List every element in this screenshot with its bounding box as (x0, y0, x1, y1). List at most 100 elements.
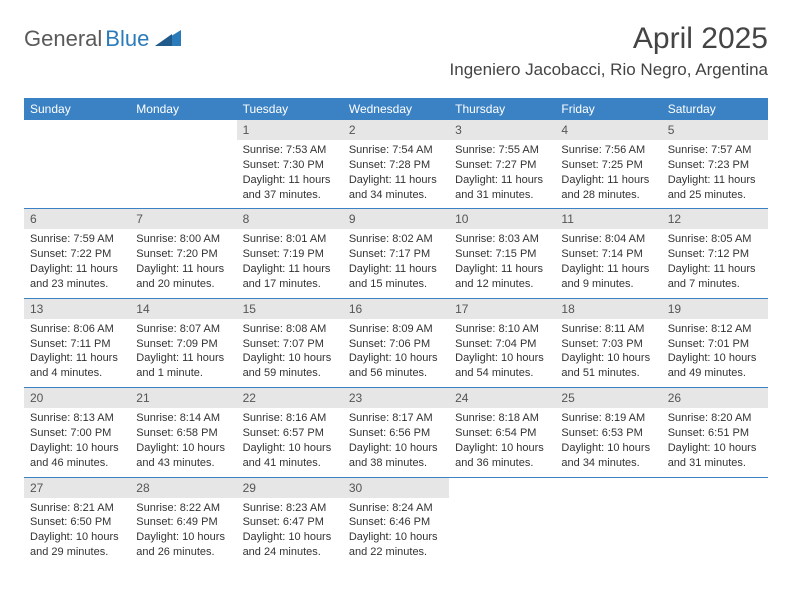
day-content: Sunrise: 8:08 AMSunset: 7:07 PMDaylight:… (237, 319, 343, 387)
day-content: Sunrise: 7:53 AMSunset: 7:30 PMDaylight:… (237, 140, 343, 208)
day-content: Sunrise: 7:54 AMSunset: 7:28 PMDaylight:… (343, 140, 449, 208)
day-number: 8 (237, 209, 343, 229)
daylight-text: Daylight: 11 hours and 31 minutes. (455, 173, 549, 203)
sunset-text: Sunset: 7:19 PM (243, 247, 337, 262)
day-number: 30 (343, 478, 449, 498)
weekday-header-row: Sunday Monday Tuesday Wednesday Thursday… (24, 98, 768, 120)
day-content: Sunrise: 8:14 AMSunset: 6:58 PMDaylight:… (130, 408, 236, 476)
day-number: 26 (662, 388, 768, 408)
month-title: April 2025 (450, 22, 768, 56)
day-content: Sunrise: 8:22 AMSunset: 6:49 PMDaylight:… (130, 498, 236, 566)
daylight-text: Daylight: 10 hours and 54 minutes. (455, 351, 549, 381)
day-number: 5 (662, 120, 768, 140)
sunrise-text: Sunrise: 8:09 AM (349, 322, 443, 337)
daylight-text: Daylight: 11 hours and 7 minutes. (668, 262, 762, 292)
sunrise-text: Sunrise: 8:07 AM (136, 322, 230, 337)
daylight-text: Daylight: 11 hours and 28 minutes. (561, 173, 655, 203)
sunrise-text: Sunrise: 8:08 AM (243, 322, 337, 337)
sunrise-text: Sunrise: 8:11 AM (561, 322, 655, 337)
day-number: 10 (449, 209, 555, 229)
daylight-text: Daylight: 10 hours and 26 minutes. (136, 530, 230, 560)
sunrise-text: Sunrise: 8:18 AM (455, 411, 549, 426)
sunrise-text: Sunrise: 7:55 AM (455, 143, 549, 158)
day-number: 22 (237, 388, 343, 408)
day-content: Sunrise: 7:59 AMSunset: 7:22 PMDaylight:… (24, 229, 130, 297)
day-content: Sunrise: 8:16 AMSunset: 6:57 PMDaylight:… (237, 408, 343, 476)
day-number: 15 (237, 299, 343, 319)
sunrise-text: Sunrise: 8:20 AM (668, 411, 762, 426)
calendar-day-cell: 5 Sunrise: 7:57 AMSunset: 7:23 PMDaylight… (662, 120, 768, 209)
sunset-text: Sunset: 7:07 PM (243, 337, 337, 352)
daylight-text: Daylight: 10 hours and 59 minutes. (243, 351, 337, 381)
day-content: Sunrise: 8:02 AMSunset: 7:17 PMDaylight:… (343, 229, 449, 297)
sunset-text: Sunset: 6:51 PM (668, 426, 762, 441)
day-number: 23 (343, 388, 449, 408)
daylight-text: Daylight: 11 hours and 15 minutes. (349, 262, 443, 292)
sunrise-text: Sunrise: 8:22 AM (136, 501, 230, 516)
sunrise-text: Sunrise: 8:14 AM (136, 411, 230, 426)
calendar-day-cell (130, 120, 236, 209)
sunset-text: Sunset: 7:11 PM (30, 337, 124, 352)
calendar-day-cell: 16Sunrise: 8:09 AMSunset: 7:06 PMDayligh… (343, 298, 449, 387)
day-content: Sunrise: 8:06 AMSunset: 7:11 PMDaylight:… (24, 319, 130, 387)
sunset-text: Sunset: 7:28 PM (349, 158, 443, 173)
sunset-text: Sunset: 7:09 PM (136, 337, 230, 352)
day-number: 20 (24, 388, 130, 408)
daylight-text: Daylight: 10 hours and 34 minutes. (561, 441, 655, 471)
sunset-text: Sunset: 7:04 PM (455, 337, 549, 352)
calendar-week-row: 20Sunrise: 8:13 AMSunset: 7:00 PMDayligh… (24, 388, 768, 477)
daylight-text: Daylight: 10 hours and 24 minutes. (243, 530, 337, 560)
daylight-text: Daylight: 10 hours and 29 minutes. (30, 530, 124, 560)
sunset-text: Sunset: 7:03 PM (561, 337, 655, 352)
calendar-day-cell: 9Sunrise: 8:02 AMSunset: 7:17 PMDaylight… (343, 209, 449, 298)
calendar-day-cell: 12Sunrise: 8:05 AMSunset: 7:12 PMDayligh… (662, 209, 768, 298)
day-content: Sunrise: 8:23 AMSunset: 6:47 PMDaylight:… (237, 498, 343, 566)
day-number: 11 (555, 209, 661, 229)
location-text: Ingeniero Jacobacci, Rio Negro, Argentin… (450, 60, 768, 80)
daylight-text: Daylight: 11 hours and 12 minutes. (455, 262, 549, 292)
sunset-text: Sunset: 6:50 PM (30, 515, 124, 530)
calendar-day-cell: 29Sunrise: 8:23 AMSunset: 6:47 PMDayligh… (237, 477, 343, 566)
day-number: 4 (555, 120, 661, 140)
calendar-day-cell: 23Sunrise: 8:17 AMSunset: 6:56 PMDayligh… (343, 388, 449, 477)
calendar-table: Sunday Monday Tuesday Wednesday Thursday… (24, 98, 768, 566)
daylight-text: Daylight: 11 hours and 25 minutes. (668, 173, 762, 203)
day-number: 24 (449, 388, 555, 408)
sunset-text: Sunset: 7:27 PM (455, 158, 549, 173)
day-number: 2 (343, 120, 449, 140)
calendar-day-cell: 26Sunrise: 8:20 AMSunset: 6:51 PMDayligh… (662, 388, 768, 477)
day-content: Sunrise: 8:01 AMSunset: 7:19 PMDaylight:… (237, 229, 343, 297)
calendar-day-cell: 21Sunrise: 8:14 AMSunset: 6:58 PMDayligh… (130, 388, 236, 477)
day-number: 6 (24, 209, 130, 229)
day-number: 16 (343, 299, 449, 319)
day-content: Sunrise: 8:21 AMSunset: 6:50 PMDaylight:… (24, 498, 130, 566)
daylight-text: Daylight: 11 hours and 23 minutes. (30, 262, 124, 292)
daylight-text: Daylight: 10 hours and 46 minutes. (30, 441, 124, 471)
calendar-week-row: 13Sunrise: 8:06 AMSunset: 7:11 PMDayligh… (24, 298, 768, 387)
day-content: Sunrise: 8:07 AMSunset: 7:09 PMDaylight:… (130, 319, 236, 387)
weekday-header: Thursday (449, 98, 555, 120)
day-content: Sunrise: 7:56 AMSunset: 7:25 PMDaylight:… (555, 140, 661, 208)
day-number: 12 (662, 209, 768, 229)
day-content: Sunrise: 8:05 AMSunset: 7:12 PMDaylight:… (662, 229, 768, 297)
sunset-text: Sunset: 7:23 PM (668, 158, 762, 173)
day-number: 19 (662, 299, 768, 319)
sunrise-text: Sunrise: 8:13 AM (30, 411, 124, 426)
brand-part2: Blue (105, 26, 149, 52)
weekday-header: Saturday (662, 98, 768, 120)
calendar-day-cell (24, 120, 130, 209)
day-content: Sunrise: 8:04 AMSunset: 7:14 PMDaylight:… (555, 229, 661, 297)
sunset-text: Sunset: 7:30 PM (243, 158, 337, 173)
daylight-text: Daylight: 11 hours and 20 minutes. (136, 262, 230, 292)
sunrise-text: Sunrise: 7:57 AM (668, 143, 762, 158)
brand-part1: General (24, 26, 102, 52)
day-number: 14 (130, 299, 236, 319)
calendar-day-cell: 11Sunrise: 8:04 AMSunset: 7:14 PMDayligh… (555, 209, 661, 298)
sunrise-text: Sunrise: 7:56 AM (561, 143, 655, 158)
day-content: Sunrise: 8:20 AMSunset: 6:51 PMDaylight:… (662, 408, 768, 476)
daylight-text: Daylight: 10 hours and 36 minutes. (455, 441, 549, 471)
sunrise-text: Sunrise: 8:16 AM (243, 411, 337, 426)
sunrise-text: Sunrise: 8:06 AM (30, 322, 124, 337)
calendar-day-cell: 3Sunrise: 7:55 AMSunset: 7:27 PMDaylight… (449, 120, 555, 209)
sunset-text: Sunset: 7:15 PM (455, 247, 549, 262)
